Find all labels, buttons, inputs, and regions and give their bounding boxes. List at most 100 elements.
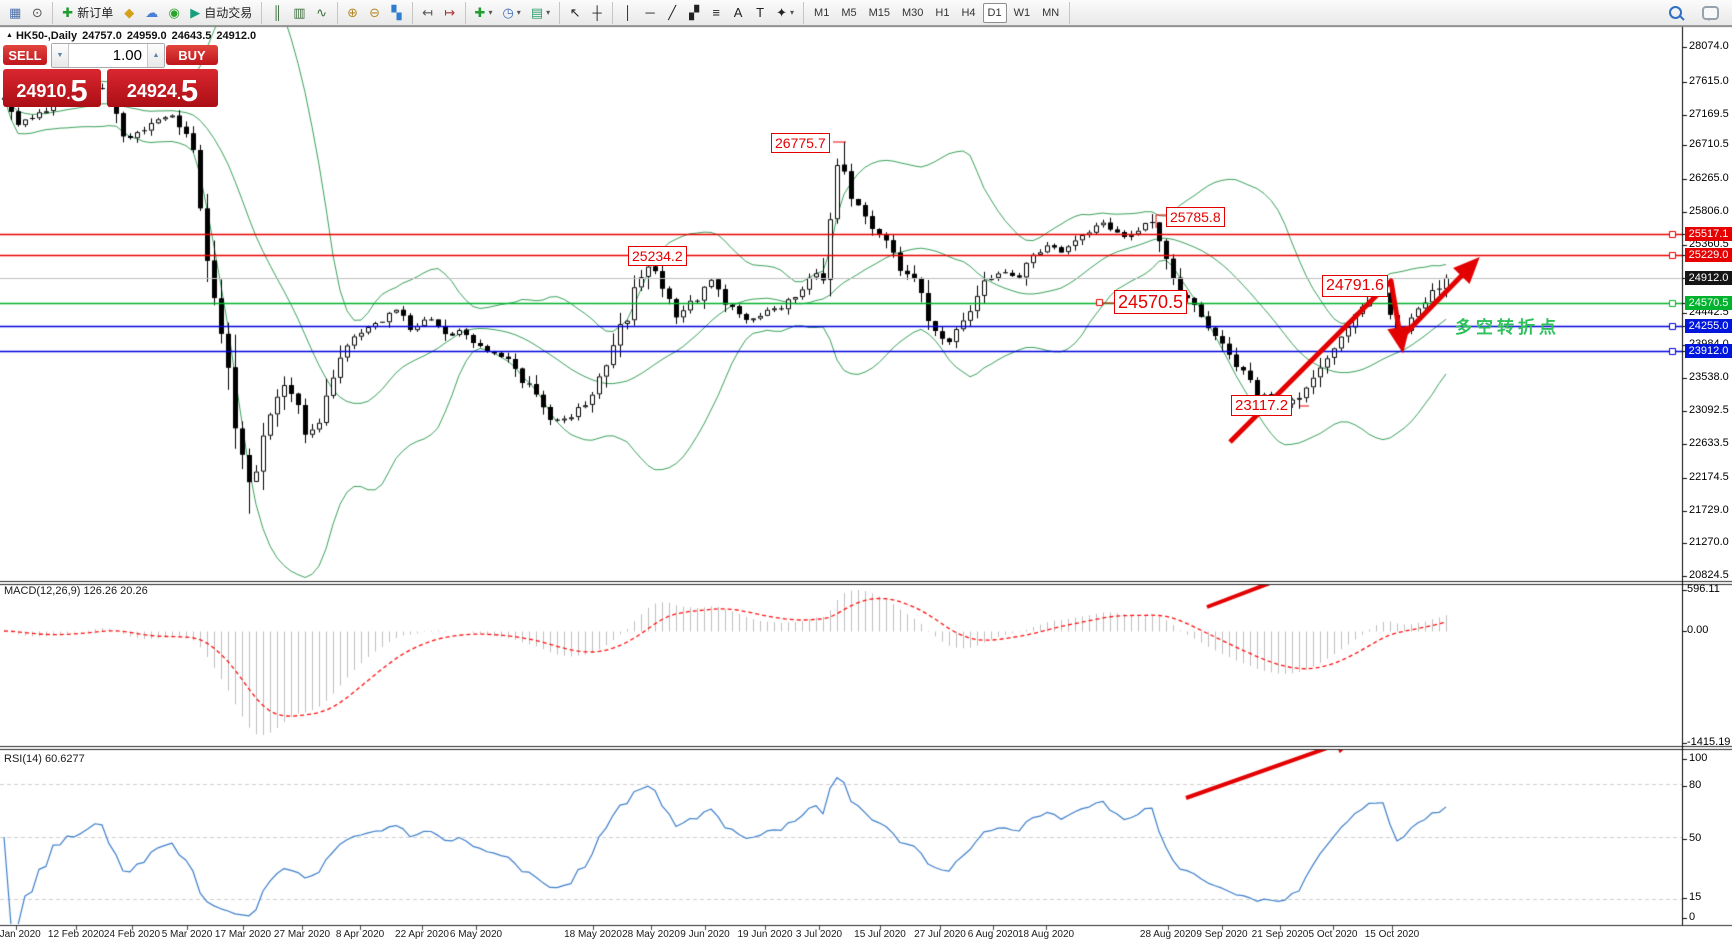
cursor-tool-button[interactable]: ↖ [565, 3, 585, 23]
add-indicator-button-caret-icon: ▾ [488, 7, 493, 17]
toolbar-right-group [1664, 3, 1732, 23]
date-label: 9 Sep 2020 [1196, 929, 1248, 940]
toolbar-group-orders: ✚ 新订单 ◆ ☁ ◉ ▶ 自动交易 [53, 1, 263, 24]
sell-price-button[interactable]: 24910. 5 [3, 69, 101, 107]
price-tick-label: 22174.5 [1689, 471, 1729, 483]
text-tool-button[interactable]: A [728, 3, 748, 23]
candlestick-button[interactable]: ▥ [289, 3, 309, 23]
price-tick-label: 20824.5 [1689, 569, 1729, 581]
price-axis-badge: 24570.5 [1685, 296, 1732, 310]
price-tick-label: 25360.5 [1689, 238, 1729, 250]
price-callout-label[interactable]: 25785.8 [1166, 207, 1225, 227]
price-tick-label: 26265.0 [1689, 172, 1729, 184]
autotrading-button[interactable]: ▶ 自动交易 [186, 3, 256, 23]
buy-button[interactable]: BUY [166, 45, 218, 65]
buy-price-dot: . [176, 86, 181, 102]
volume-increase-button[interactable]: ▲ [147, 44, 164, 67]
bar-chart-button[interactable]: ║ [267, 3, 287, 23]
tile-windows-button[interactable]: ▚ [387, 3, 407, 23]
chart-shift-icon: ↦ [444, 5, 455, 20]
macd-indicator-label: MACD(12,26,9) 126.26 20.26 [4, 585, 148, 597]
add-indicator-icon: ✚ [474, 5, 486, 20]
timeframe-m1-button[interactable]: M1 [809, 3, 834, 23]
timeframe-d1-button[interactable]: D1 [982, 2, 1007, 23]
timeframe-h1-button[interactable]: H1 [930, 3, 954, 23]
channel-tool-button[interactable]: ▞ [684, 3, 704, 23]
autoscroll-button[interactable]: ↤ [418, 3, 438, 23]
candlestick-icon: ▥ [293, 5, 306, 20]
timeframe-m5-button[interactable]: M5 [836, 3, 861, 23]
chart-window-button[interactable]: ▦ [5, 3, 25, 23]
tick-chart-button[interactable]: ⊙ [27, 3, 47, 23]
date-label: 15 Jul 2020 [854, 929, 906, 940]
chart-high-value: 24959.0 [126, 30, 167, 42]
date-label: 15 Oct 2020 [1364, 929, 1420, 940]
text-label-tool-icon: T [756, 5, 765, 20]
line-chart-icon: ∿ [316, 5, 327, 20]
zoom-in-button[interactable]: ⊕ [343, 3, 363, 23]
date-label: 18 Aug 2020 [1017, 929, 1075, 940]
fibonacci-tool-button[interactable]: ≡ [706, 3, 726, 23]
date-label: 5 Mar 2020 [161, 929, 213, 940]
vertical-line-tool-button[interactable]: │ [618, 3, 638, 23]
price-tick-label: 26710.5 [1689, 138, 1729, 150]
volume-input[interactable]: 1.00 [112, 47, 142, 64]
trendline-tool-button[interactable]: ╱ [662, 3, 682, 23]
buy-price-button[interactable]: 24924. 5 [107, 69, 218, 107]
price-callout-label[interactable]: 25234.2 [628, 246, 687, 266]
rsi-tick-label: 0 [1689, 911, 1696, 923]
date-label: 27 Mar 2020 [273, 929, 331, 940]
toolbar-group-windows: ▦ ⊙ [0, 1, 54, 24]
date-label: 6 Aug 2020 [967, 929, 1019, 940]
date-label: 3 Jul 2020 [795, 929, 843, 940]
horizontal-line-tool-button[interactable]: ─ [640, 3, 660, 23]
chart-shift-button[interactable]: ↦ [440, 3, 460, 23]
price-callout-label[interactable]: 23117.2 [1231, 395, 1293, 416]
timeframe-mn-button[interactable]: MN [1037, 3, 1064, 23]
gold-chart-button[interactable]: ◆ [119, 3, 139, 23]
tick-chart-icon: ⊙ [31, 5, 43, 20]
annotation-note[interactable]: 多空转折点 [1455, 318, 1560, 337]
timeframe-h4-button[interactable]: H4 [956, 3, 980, 23]
chat-icon [1702, 5, 1719, 21]
price-callout-label[interactable]: 24791.6 [1322, 275, 1388, 297]
periods-button[interactable]: ◷ ▾ [498, 3, 524, 23]
buy-price-main: 24924 [126, 81, 177, 101]
text-label-tool-button[interactable]: T [750, 3, 770, 23]
rsi-tick-label: 100 [1689, 752, 1708, 764]
zoom-out-icon: ⊖ [369, 5, 380, 20]
crosshair-tool-button[interactable]: ┼ [587, 3, 607, 23]
sell-button[interactable]: SELL [3, 45, 47, 65]
volume-decrease-button[interactable]: ▼ [52, 44, 69, 67]
price-callout-label[interactable]: 26775.7 [771, 133, 830, 153]
text-tool-icon: A [733, 5, 743, 20]
timeframe-w1-button[interactable]: W1 [1009, 3, 1036, 23]
chat-button[interactable] [1698, 3, 1723, 23]
line-chart-button[interactable]: ∿ [312, 3, 332, 23]
symbol-search-button[interactable] [1665, 3, 1686, 23]
date-label: 28 May 2020 [622, 929, 680, 940]
date-label: 22 Apr 2020 [395, 929, 449, 940]
timeframe-m30-button[interactable]: M30 [897, 3, 928, 23]
chart-symbol-period: HK50-,Daily [15, 30, 78, 42]
new-order-button[interactable]: ✚ 新订单 [58, 3, 117, 23]
symbol-search-icon [1669, 6, 1682, 19]
zoom-out-button[interactable]: ⊖ [365, 3, 385, 23]
timeframe-m15-button[interactable]: M15 [864, 3, 895, 23]
autoscroll-icon: ↤ [422, 5, 433, 20]
periods-icon: ◷ [502, 5, 514, 20]
add-indicator-button[interactable]: ✚ ▾ [471, 3, 497, 23]
price-callout-label[interactable]: 24570.5 [1114, 290, 1188, 314]
templates-button[interactable]: ▤ ▾ [527, 3, 554, 23]
toolbar-group-timeframes: M1 M5 M15 M30 H1 H4 D1 W1 MN [804, 1, 1071, 24]
price-axis-badge: 24912.0 [1685, 271, 1732, 285]
price-tick-label: 21729.0 [1689, 504, 1729, 516]
community-button[interactable]: ☁ [141, 3, 162, 23]
toolbar-group-chart-type: ║ ▥ ∿ [262, 1, 338, 24]
crosshair-tool-icon: ┼ [592, 5, 602, 20]
signals-button[interactable]: ◉ [164, 3, 184, 23]
autotrading-button-label: 自动交易 [204, 5, 253, 20]
arrows-tool-button[interactable]: ✦ ▾ [772, 3, 798, 23]
